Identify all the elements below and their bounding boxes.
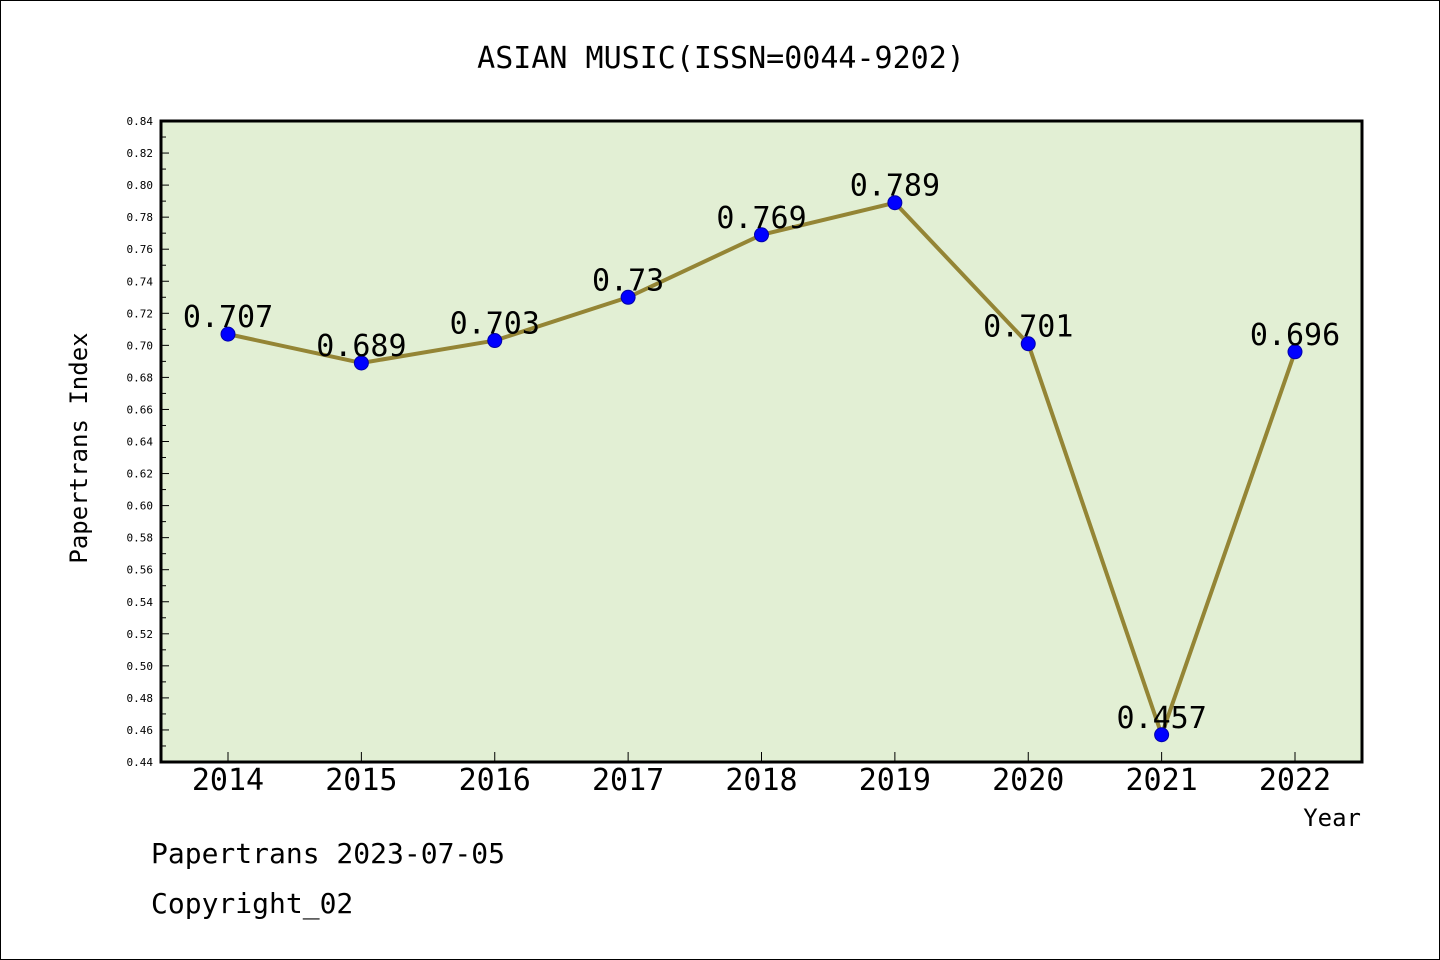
y-tick-label: 0.72 [127, 307, 154, 320]
y-tick-label: 0.52 [127, 628, 154, 641]
y-tick-label: 0.46 [127, 724, 154, 737]
x-tick-label: 2015 [325, 763, 397, 798]
footer-date: Papertrans 2023-07-05 [151, 837, 506, 870]
data-label: 0.73 [592, 263, 664, 298]
chart-title: ASIAN MUSIC(ISSN=0044-9202) [477, 41, 965, 76]
x-axis: 2014 2015 2016 2017 2018 2019 2020 2021 2022 [192, 752, 1331, 798]
y-tick-label: 0.78 [127, 211, 154, 224]
y-tick-label: 0.84 [127, 115, 154, 128]
x-tick-label: 2022 [1259, 763, 1331, 798]
y-axis: 0.44 0.46 0.48 0.50 0.52 0.54 0.56 0.58 0.60 0.62… [127, 115, 169, 769]
y-tick-label: 0.80 [127, 179, 154, 192]
series-layer: 0.707 0.689 0.703 0.73 0.769 0.789 0.701 0.457 0… [183, 169, 1340, 743]
y-tick-label: 0.64 [127, 436, 154, 449]
data-point [1020, 336, 1036, 352]
x-tick-label: 2021 [1126, 763, 1198, 798]
data-point [220, 326, 236, 342]
y-tick-label: 0.74 [127, 275, 154, 288]
y-tick-label: 0.70 [127, 339, 154, 352]
footer-copyright: Copyright_02 [151, 887, 354, 920]
x-axis-label: Year [1303, 804, 1361, 832]
data-point [887, 195, 903, 211]
x-tick-label: 2020 [992, 763, 1064, 798]
y-tick-label: 0.44 [127, 756, 154, 769]
y-axis-label: Papertrans Index [65, 332, 93, 563]
y-tick-label: 0.82 [127, 147, 154, 160]
x-tick-label: 2017 [592, 763, 664, 798]
data-point [620, 289, 636, 305]
x-tick-label: 2016 [459, 763, 531, 798]
data-label: 0.703 [450, 307, 540, 342]
x-tick-label: 2019 [859, 763, 931, 798]
y-tick-label: 0.62 [127, 468, 154, 481]
y-tick-label: 0.76 [127, 243, 154, 256]
data-label: 0.789 [850, 169, 940, 204]
data-label: 0.769 [716, 201, 806, 236]
data-label: 0.689 [316, 329, 406, 364]
data-point [754, 227, 769, 243]
y-tick-label: 0.50 [127, 660, 154, 673]
y-tick-label: 0.56 [127, 564, 154, 577]
data-point [1287, 344, 1303, 360]
data-label: 0.696 [1250, 318, 1340, 353]
y-tick-label: 0.66 [127, 403, 154, 416]
y-tick-label: 0.68 [127, 371, 154, 384]
x-tick-label: 2018 [725, 763, 797, 798]
data-point [487, 333, 503, 349]
x-tick-label: 2014 [192, 763, 264, 798]
y-tick-label: 0.48 [127, 692, 154, 705]
data-label: 0.701 [983, 310, 1073, 345]
data-point [353, 355, 369, 371]
y-tick-label: 0.58 [127, 532, 154, 545]
y-tick-label: 0.60 [127, 500, 154, 513]
y-tick-label: 0.54 [127, 596, 154, 609]
data-label: 0.457 [1116, 701, 1206, 736]
data-label: 0.707 [183, 300, 273, 335]
data-point [1154, 727, 1170, 743]
